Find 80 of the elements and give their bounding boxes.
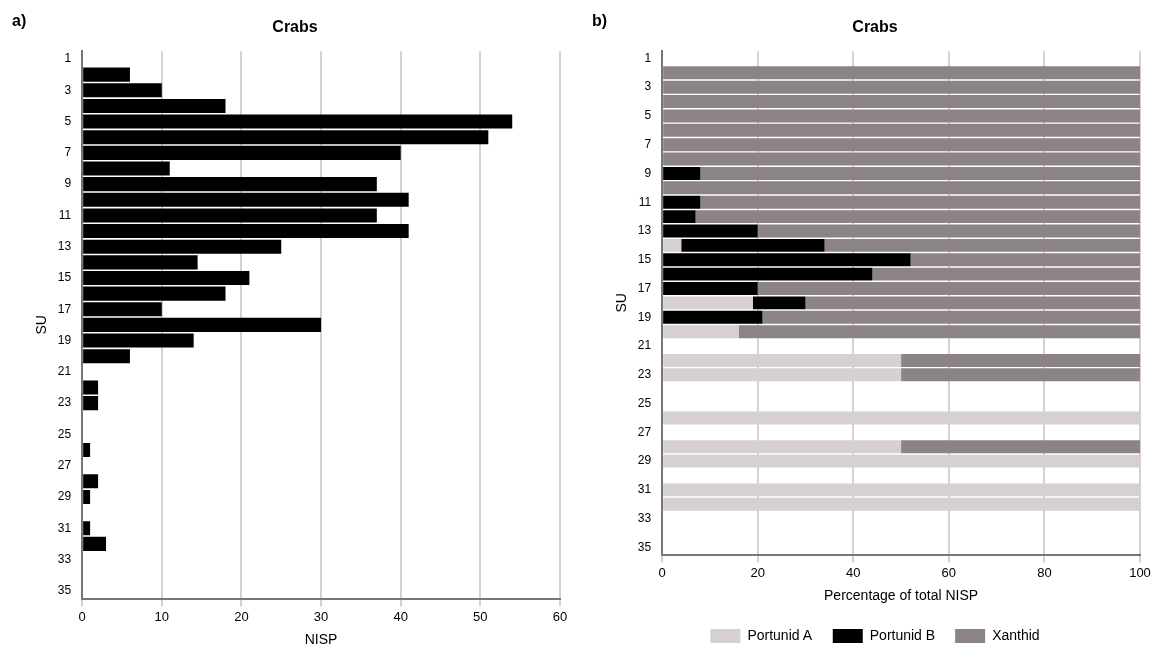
x-tick-label: 0 — [658, 564, 666, 580]
y-tick-label: 3 — [644, 79, 652, 94]
y-tick-label: 35 — [637, 539, 652, 554]
y-tick-label: 13 — [637, 223, 652, 238]
y-tick-label: 31 — [57, 520, 72, 535]
y-tick-label: 11 — [58, 207, 72, 222]
bar — [83, 396, 99, 411]
bar — [901, 440, 1140, 454]
x-tick-label: 20 — [234, 608, 249, 624]
y-tick-label: 17 — [57, 301, 72, 316]
x-tick-label: 40 — [846, 564, 861, 580]
y-tick-label: 31 — [637, 482, 652, 497]
bar — [83, 536, 107, 551]
bar — [83, 380, 99, 395]
legend-label: Portunid A — [747, 626, 813, 643]
bar — [663, 224, 758, 238]
bar — [83, 224, 409, 239]
y-tick-label: 3 — [64, 82, 72, 97]
y-tick-label: 7 — [64, 145, 72, 160]
y-tick-label: 19 — [637, 309, 652, 324]
x-tick-label: 30 — [313, 608, 329, 624]
y-tick-label: 9 — [64, 176, 72, 191]
bar — [83, 317, 322, 332]
y-tick-label: 11 — [638, 194, 652, 209]
y-tick-label: 13 — [57, 239, 72, 254]
x-tick-label: 100 — [1129, 564, 1151, 580]
y-tick-label: 5 — [64, 113, 72, 128]
y-tick-label: 1 — [644, 50, 652, 65]
y-tick-label: 15 — [637, 252, 652, 267]
bar — [83, 521, 91, 536]
bar — [83, 489, 91, 504]
y-axis-title: SU — [613, 293, 630, 313]
bar — [663, 166, 701, 180]
bar — [663, 310, 763, 324]
y-tick-label: 25 — [57, 426, 72, 441]
y-tick-label: 29 — [57, 489, 72, 504]
x-tick-label: 60 — [941, 564, 957, 580]
x-axis-title: NISP — [304, 631, 338, 648]
y-tick-label: 19 — [57, 332, 72, 347]
bar — [663, 238, 682, 252]
y-tick-label: 23 — [57, 395, 72, 410]
legend-label: Xanthid — [992, 626, 1040, 643]
legend-label: Portunid B — [869, 626, 936, 643]
y-tick-label: 7 — [644, 137, 652, 151]
chart-title: Crabs — [852, 18, 898, 36]
y-axis-title: SU — [33, 315, 50, 335]
y-tick-label: 27 — [637, 424, 652, 439]
y-tick-label: 25 — [637, 395, 652, 410]
bar — [663, 66, 1140, 80]
x-tick-label: 20 — [750, 564, 765, 580]
text: b) — [592, 12, 608, 30]
x-tick-label: 40 — [393, 608, 408, 624]
bar — [83, 442, 91, 458]
y-tick-label: 15 — [57, 270, 72, 285]
y-tick-label: 33 — [637, 510, 652, 525]
bar — [757, 224, 1140, 238]
bar — [663, 325, 739, 339]
x-axis-title: Percentage of total NISP — [824, 587, 979, 604]
chart-title: Crabs — [272, 18, 318, 36]
bar — [663, 296, 753, 310]
y-tick-label: 1 — [64, 51, 72, 66]
y-tick-label: 9 — [644, 165, 652, 180]
y-tick-label: 23 — [637, 367, 652, 382]
y-tick-label: 17 — [637, 280, 652, 295]
x-tick-label: 60 — [552, 608, 568, 624]
text: a) — [12, 12, 27, 30]
y-tick-label: 27 — [57, 457, 72, 472]
bar — [83, 98, 226, 113]
bar — [83, 474, 99, 489]
y-tick-label: 21 — [57, 364, 72, 379]
x-tick-label: 0 — [78, 608, 86, 624]
x-tick-label: 80 — [1037, 564, 1052, 580]
y-tick-label: 21 — [637, 338, 652, 353]
y-tick-label: 29 — [637, 453, 652, 468]
y-tick-label: 5 — [644, 108, 652, 123]
y-tick-label: 35 — [57, 583, 72, 598]
x-tick-label: 10 — [154, 608, 170, 624]
x-tick-label: 50 — [473, 608, 488, 624]
bar — [83, 270, 250, 286]
y-tick-label: 33 — [57, 551, 72, 566]
